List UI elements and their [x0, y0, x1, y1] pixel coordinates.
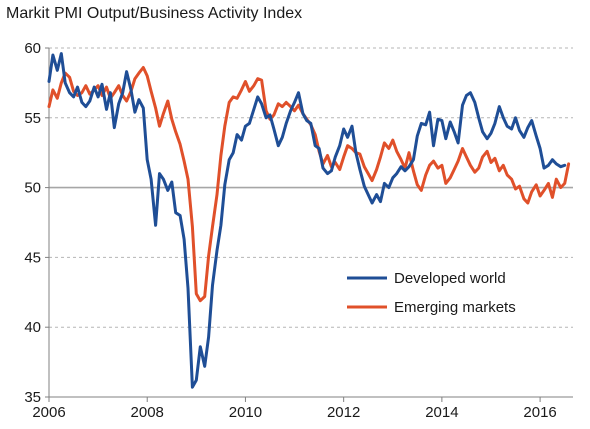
developed-world-line [47, 52, 567, 389]
x-tick-label: 2012 [327, 404, 360, 421]
legend-label: Emerging markets [394, 299, 516, 316]
series-layer [47, 52, 571, 389]
y-tick-label: 60 [24, 40, 41, 57]
y-tick-label: 50 [24, 180, 41, 197]
x-tick-label: 2014 [425, 404, 458, 421]
grid-layer [49, 47, 573, 328]
x-tick-label: 2016 [523, 404, 556, 421]
legend-label: Developed world [394, 270, 506, 287]
y-tick-label: 45 [24, 249, 41, 266]
emerging-markets-line [47, 66, 571, 303]
x-tick-label: 2006 [32, 404, 65, 421]
y-tick-label: 40 [24, 319, 41, 336]
chart-title: Markit PMI Output/Business Activity Inde… [6, 5, 303, 22]
y-tick-label: 55 [24, 110, 41, 127]
legend: Developed world Emerging markets [347, 270, 516, 316]
x-tick-label: 2010 [229, 404, 262, 421]
y-tick-label: 35 [24, 389, 41, 406]
axis-layer: 35 40 45 50 55 60 2006 2008 2010 2012 2014 2016 [24, 40, 573, 421]
x-tick-label: 2008 [131, 404, 164, 421]
